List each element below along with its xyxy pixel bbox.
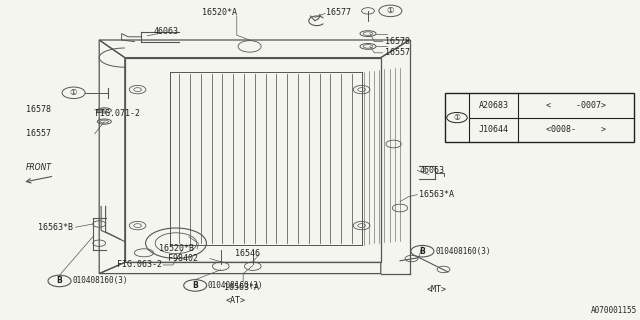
Text: 010408160(3): 010408160(3) [435, 247, 491, 256]
Text: 16578: 16578 [385, 37, 410, 46]
Bar [445, 93, 634, 142]
Text: 16520*B: 16520*B [159, 244, 194, 253]
Text: 46063: 46063 [154, 28, 179, 36]
Text: FRONT: FRONT [26, 163, 51, 172]
Text: 16520*A: 16520*A [202, 8, 237, 17]
Text: A20683: A20683 [479, 101, 508, 110]
Text: 010408160(3): 010408160(3) [72, 276, 128, 285]
Text: FIG.063-2: FIG.063-2 [117, 260, 162, 269]
Text: <MT>: <MT> [427, 285, 447, 294]
Text: 16578: 16578 [26, 105, 51, 114]
Text: <AT>: <AT> [225, 296, 246, 305]
Text: F98402: F98402 [168, 254, 198, 263]
Text: A070001155: A070001155 [591, 306, 637, 315]
Text: 16577: 16577 [326, 8, 351, 17]
Text: 16563*A: 16563*A [224, 283, 259, 292]
Text: J10644: J10644 [479, 125, 508, 134]
Text: ①: ① [454, 113, 460, 122]
Text: ①: ① [387, 6, 394, 15]
Text: 16563*B: 16563*B [38, 223, 74, 232]
Text: 46063: 46063 [419, 166, 444, 175]
Text: B: B [420, 247, 425, 256]
Text: B: B [193, 281, 198, 290]
Text: <     -0007>: < -0007> [546, 101, 606, 110]
Text: 010408160(3): 010408160(3) [208, 281, 264, 290]
Text: ①: ① [70, 88, 77, 97]
Text: FIG.071-2: FIG.071-2 [95, 109, 140, 118]
Text: 16563*A: 16563*A [419, 190, 454, 199]
Text: <0008-     >: <0008- > [546, 125, 606, 134]
Text: 16546: 16546 [235, 249, 260, 258]
Text: B: B [57, 276, 62, 285]
Text: 16557: 16557 [26, 129, 51, 138]
Text: 16557: 16557 [385, 48, 410, 57]
